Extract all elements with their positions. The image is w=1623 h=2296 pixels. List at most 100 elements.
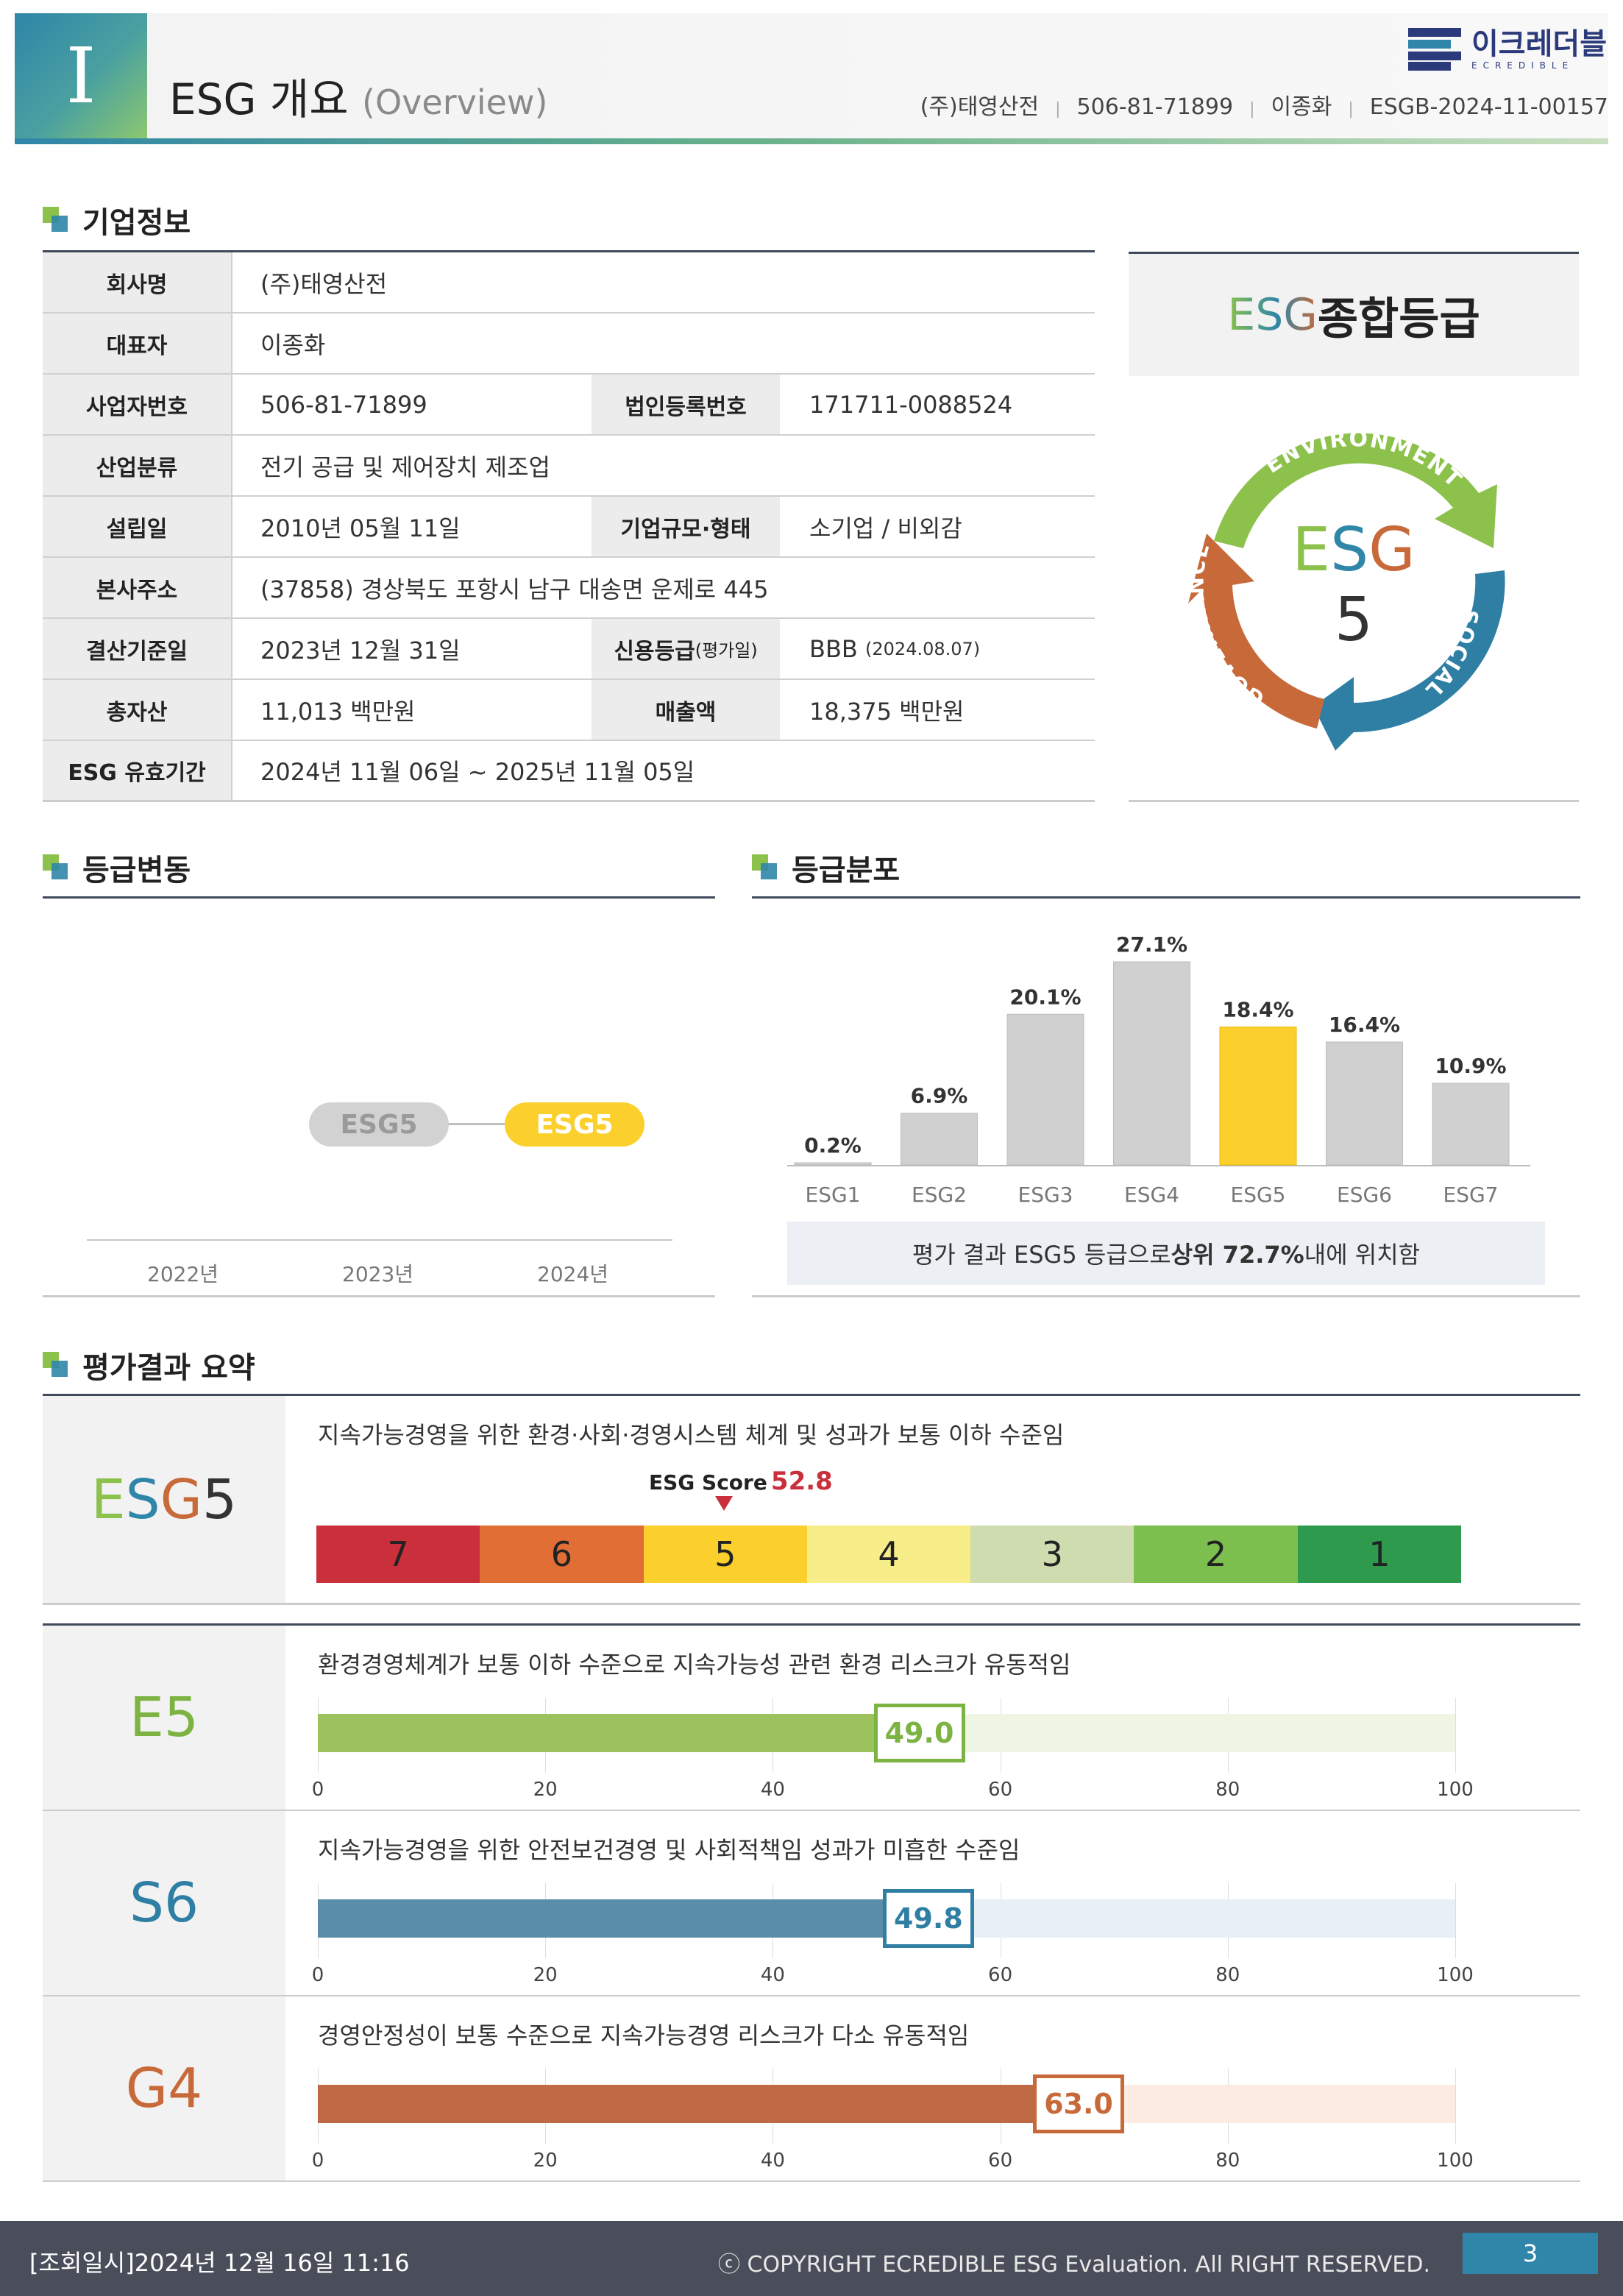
- label-address: 본사주소: [43, 558, 231, 617]
- bar-label-esg6: 16.4%: [1329, 1013, 1400, 1037]
- history-grade-2023: ESG5: [309, 1102, 449, 1147]
- esg-grade-title: ESG 종합등급: [1129, 254, 1579, 376]
- grade-environment: E5: [43, 1626, 285, 1810]
- axis-tick-label: 60: [988, 2150, 1013, 2172]
- footer-timestamp: [조회일시]2024년 12월 16일 11:16: [29, 2249, 410, 2277]
- axis-tick-label: 100: [1437, 1964, 1474, 1986]
- value-assets: 11,013 백만원: [260, 697, 416, 726]
- score-value-environment: 49.0: [873, 1704, 965, 1762]
- value-company-name: (주)태영산전: [260, 269, 388, 298]
- axis-tick-label: 20: [533, 1964, 558, 1986]
- bar-fill-governance: [318, 2085, 1034, 2123]
- label-industry: 산업분류: [43, 436, 231, 495]
- category-label-esg5: ESG5: [1231, 1183, 1286, 1207]
- section-bullet-icon: [43, 854, 69, 881]
- value-sales: 18,375 백만원: [809, 697, 965, 726]
- table-row: 대표자 이종화: [43, 313, 1095, 375]
- section-summary: 평가결과 요약: [43, 1344, 255, 1386]
- label-biz-no: 사업자번호: [43, 375, 231, 434]
- bar-label-esg1: 0.2%: [804, 1133, 862, 1158]
- value-ceo: 이종화: [260, 330, 326, 359]
- bar-esg3: [1006, 1013, 1084, 1166]
- bar-label-esg7: 10.9%: [1435, 1054, 1506, 1078]
- section-title: 등급분포: [792, 854, 901, 887]
- section-title: 등급변동: [82, 854, 191, 887]
- bar-esg7: [1432, 1083, 1510, 1166]
- table-row: 산업분류 전기 공급 및 제어장치 제조업: [43, 436, 1095, 497]
- grade-scale-cell: 3: [970, 1526, 1134, 1583]
- section-bullet-icon: [43, 1352, 69, 1378]
- score-row-governance: G4 경영안정성이 보통 수준으로 지속가능경영 리스크가 다소 유동적임 0 20 4…: [43, 1996, 1580, 2182]
- history-axis: [87, 1239, 672, 1241]
- bar-label-esg5: 18.4%: [1222, 998, 1293, 1022]
- grade-social: S6: [43, 1811, 285, 1995]
- bar-label-esg3: 20.1%: [1009, 985, 1081, 1009]
- axis-tick-label: 20: [533, 1779, 558, 1801]
- axis-tick-label: 80: [1215, 1779, 1240, 1801]
- section-company-info: 기업정보: [43, 199, 191, 241]
- value-scale: 소기업 / 비외감: [809, 514, 962, 542]
- category-label-esg4: ESG4: [1124, 1183, 1179, 1207]
- desc-governance: 경영안정성이 보통 수준으로 지속가능경영 리스크가 다소 유동적임: [318, 2022, 970, 2049]
- esg-grade-box: [1129, 252, 1579, 802]
- table-row: ESG 유효기간 2024년 11월 06일 ~ 2025년 11월 05일: [43, 741, 1095, 802]
- axis-tick-label: 100: [1437, 1779, 1474, 1801]
- history-connector: [379, 1123, 575, 1125]
- footer: [0, 2221, 1623, 2296]
- score-row-social: S6 지속가능경영을 위한 안전보건경영 및 사회적책임 성과가 미흡한 수준임 0…: [43, 1811, 1580, 1996]
- axis-tick-label: 80: [1215, 2150, 1240, 2172]
- label-valid-period: ESG 유효기간: [43, 741, 231, 800]
- category-label-esg1: ESG1: [806, 1183, 861, 1207]
- axis-tick-label: 40: [760, 2150, 785, 2172]
- header-rule: [15, 138, 1608, 144]
- desc-environment: 환경경영체계가 보통 이하 수준으로 지속가능성 관련 환경 리스크가 유동적임: [318, 1651, 1071, 1679]
- label-ceo: 대표자: [43, 313, 231, 373]
- overall-score-marker: ESG Score 52.8: [649, 1467, 833, 1496]
- value-founded: 2010년 05월 11일: [260, 514, 461, 542]
- score-row-environment: E5 환경경영체계가 보통 이하 수준으로 지속가능성 관련 환경 리스크가 유동…: [43, 1626, 1580, 1811]
- category-label-esg3: ESG3: [1018, 1183, 1073, 1207]
- category-label-esg2: ESG2: [912, 1183, 967, 1207]
- label-company-name: 회사명: [43, 252, 231, 312]
- bar-fill-environment: [318, 1714, 876, 1752]
- label-sales: 매출액: [592, 680, 780, 740]
- value-credit: BBB (2024.08.07): [809, 634, 981, 663]
- page-title-main: ESG 개요: [169, 74, 349, 124]
- section-grade-distribution: 등급분포: [752, 846, 900, 889]
- axis-tick-label: 40: [760, 1779, 785, 1801]
- history-grade-2024: ESG5: [505, 1102, 644, 1147]
- axis-tick-label: 20: [533, 2150, 558, 2172]
- table-row: 회사명 (주)태영산전: [43, 252, 1095, 313]
- desc-social: 지속가능경영을 위한 안전보건경영 및 사회적책임 성과가 미흡한 수준임: [318, 1836, 1020, 1864]
- bar-esg4: [1113, 961, 1190, 1166]
- value-valid-period: 2024년 11월 06일 ~ 2025년 11월 05일: [260, 758, 695, 786]
- label-credit: 신용등급 (평가일): [592, 619, 780, 678]
- history-year-2023: 2023년: [342, 1262, 414, 1286]
- bar-esg1: [794, 1162, 872, 1166]
- score-value-social: 49.8: [882, 1889, 974, 1948]
- logo-text: 이크레더블: [1471, 27, 1607, 61]
- section-bullet-icon: [43, 207, 69, 233]
- category-label-esg7: ESG7: [1443, 1183, 1499, 1207]
- distribution-note: 평가 결과 ESG5 등급으로 상위 72.7% 내에 위치함: [787, 1222, 1545, 1285]
- header-company: (주)태영산전: [920, 94, 1040, 120]
- section-rule: [43, 896, 715, 899]
- logo-mark-icon: [1408, 28, 1461, 71]
- value-corp-no: 171711-0088524: [809, 390, 1013, 419]
- grade-scale-cell: 2: [1134, 1526, 1298, 1583]
- environment-arrow-icon: [1214, 433, 1497, 548]
- bar-label-esg2: 6.9%: [911, 1084, 968, 1108]
- header-biz-no: 506-81-71899: [1076, 94, 1234, 120]
- page-title: ESG 개요 (Overview): [169, 65, 547, 127]
- section-grade-history: 등급변동: [43, 846, 191, 889]
- section-number: I: [15, 13, 147, 138]
- grade-scale-cell: 1: [1297, 1526, 1461, 1583]
- score-value-governance: 63.0: [1032, 2074, 1124, 2133]
- grade-scale-cell: 5: [643, 1526, 807, 1583]
- grade-scale-cell: 6: [480, 1526, 644, 1583]
- score-pointer-icon: [715, 1496, 733, 1511]
- axis-tick-label: 100: [1437, 2150, 1474, 2172]
- esg-cycle-diagram: ENVIRONMENT SOCIAL GOVERNANCE: [1185, 426, 1505, 751]
- axis-tick-label: 40: [760, 1964, 785, 1986]
